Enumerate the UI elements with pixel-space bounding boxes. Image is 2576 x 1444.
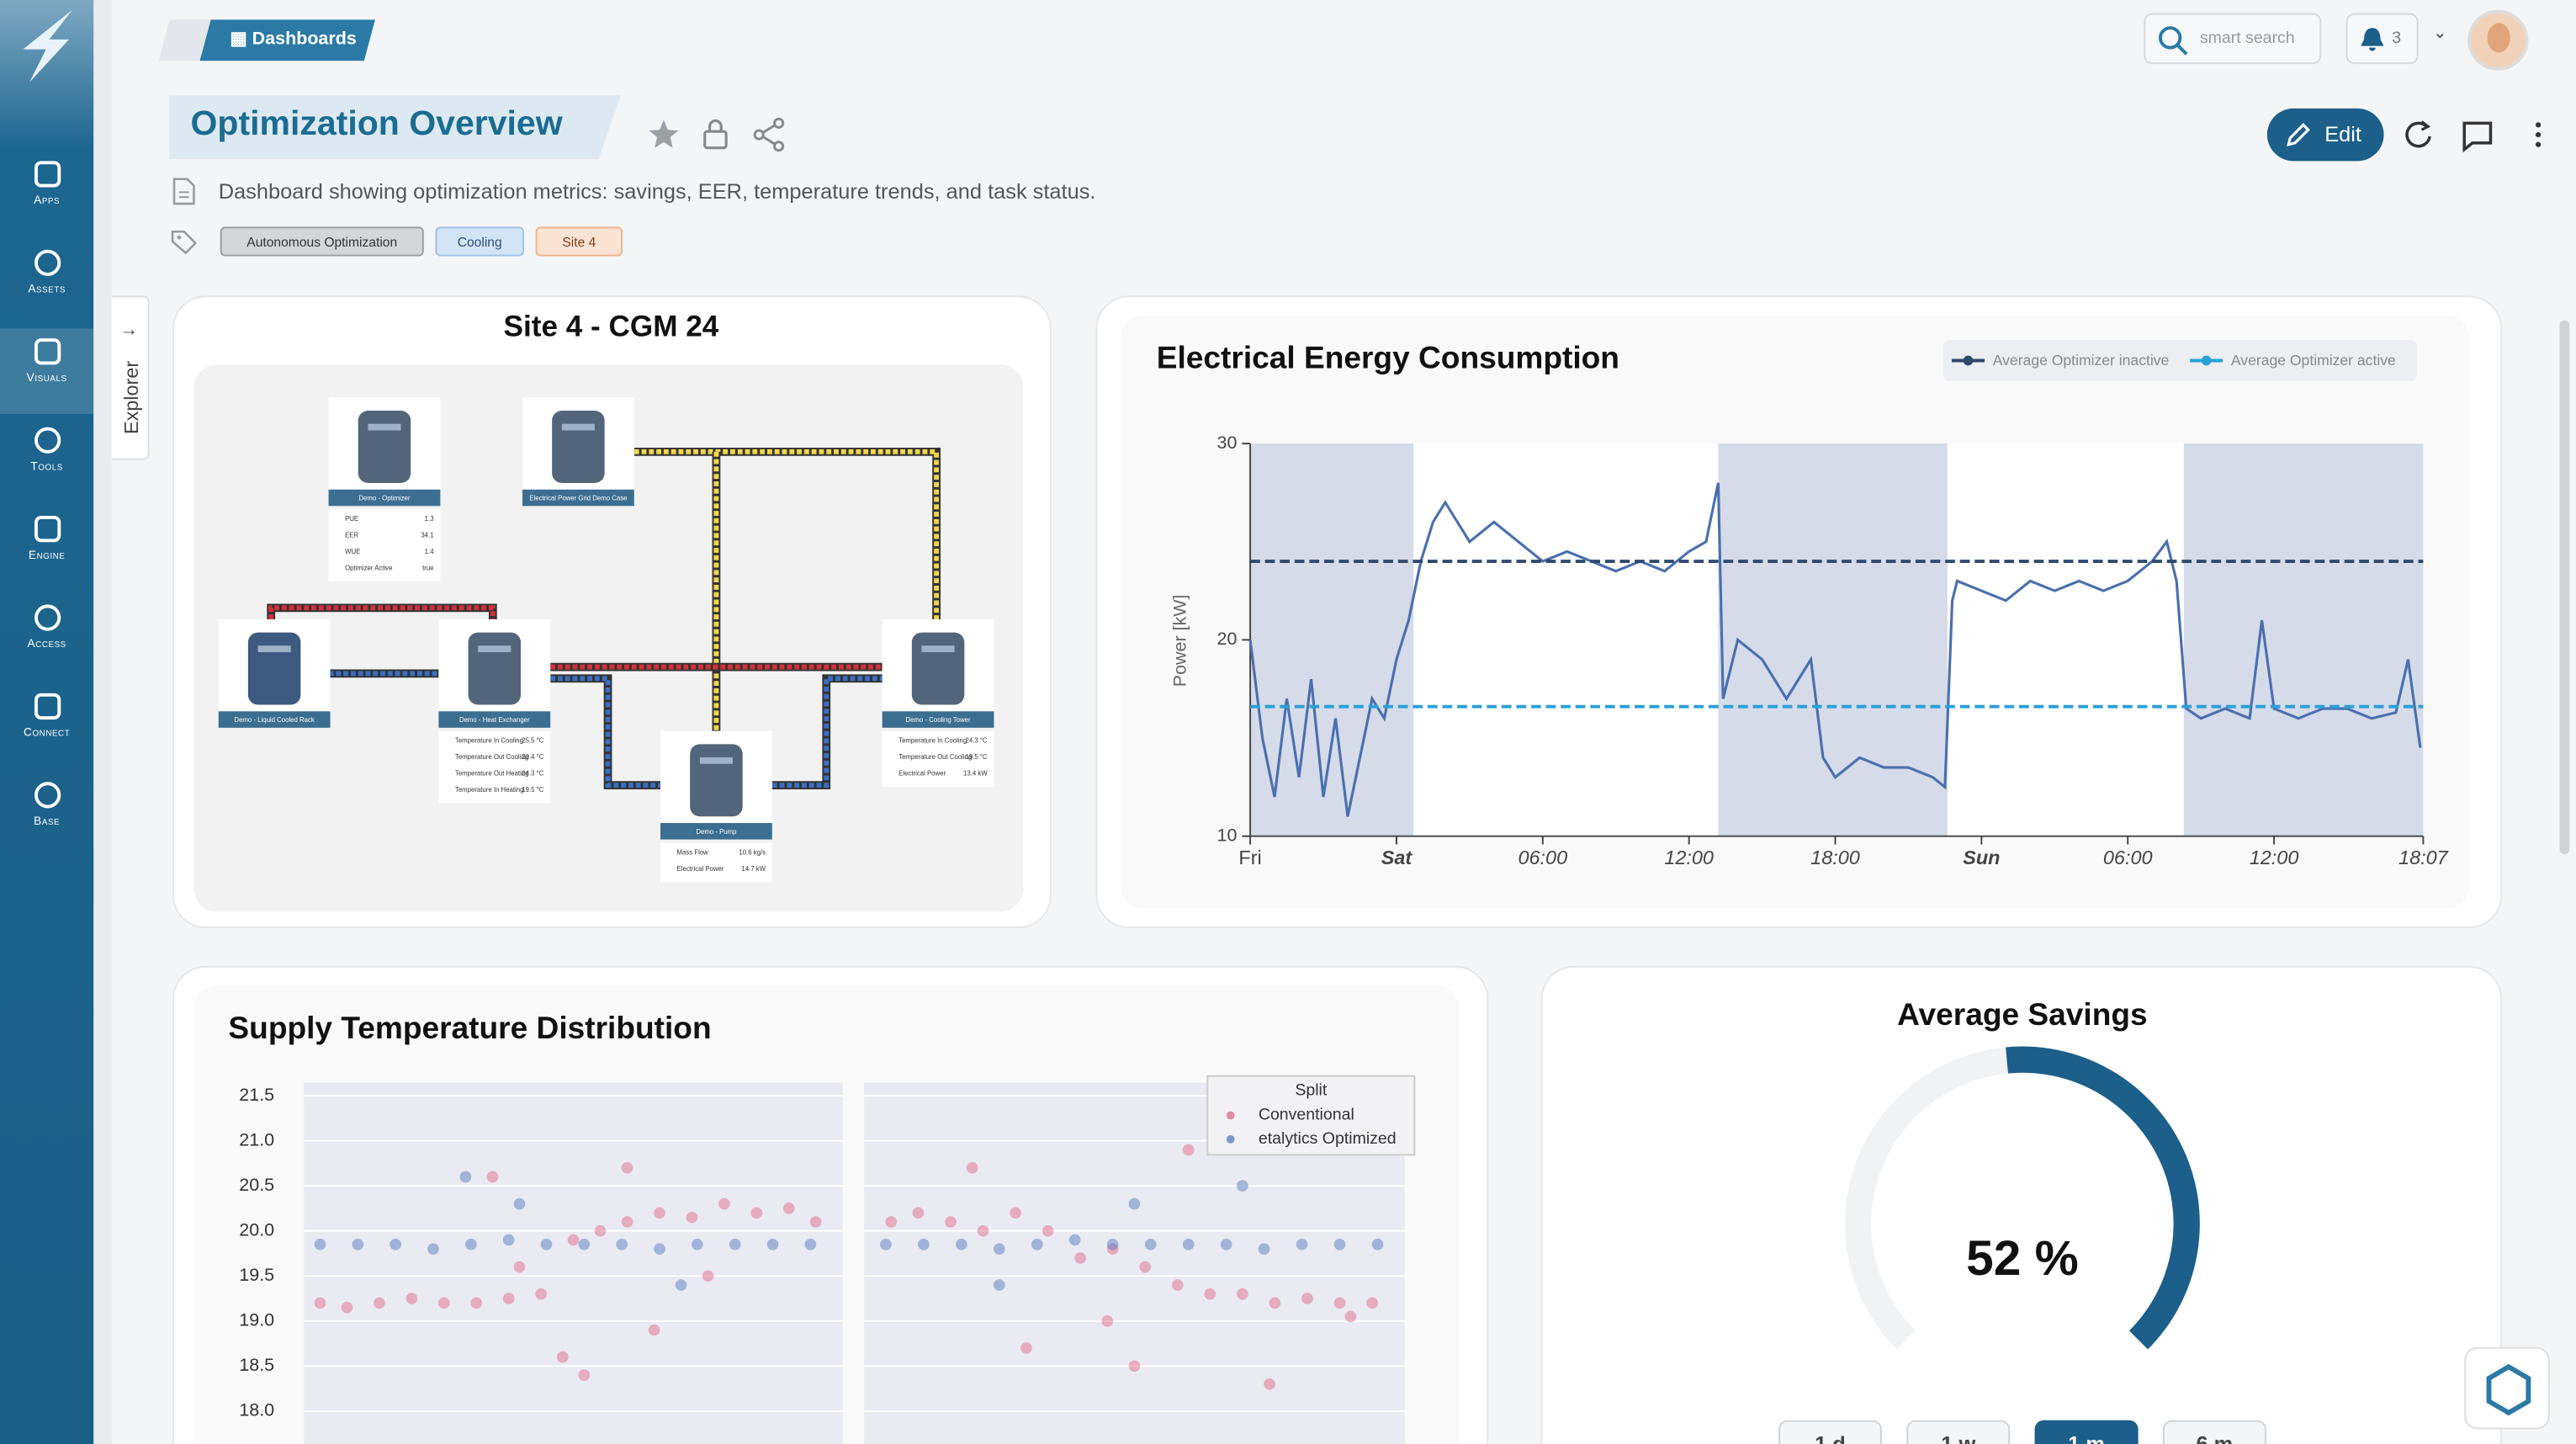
- tag[interactable]: Cooling: [435, 226, 524, 257]
- breadcrumb-text: Dashboards: [252, 29, 357, 50]
- sidebar-icon: [34, 693, 61, 720]
- sidebar-label: Connect: [24, 727, 71, 740]
- sidebar-label: Tools: [30, 461, 63, 474]
- edit-label: Edit: [2324, 121, 2361, 146]
- energy-panel: [1120, 315, 2470, 909]
- sidebar-label: Base: [34, 816, 61, 828]
- sidebar-icon: [34, 249, 61, 276]
- sidebar-item[interactable]: Assets: [0, 240, 93, 326]
- scatter-panel: [193, 985, 1460, 1444]
- tag-icon: [171, 230, 198, 255]
- sidebar-icon: [34, 338, 61, 365]
- sidebar-icon: [34, 161, 61, 188]
- assistant-button[interactable]: [2464, 1346, 2550, 1430]
- sidebar-icon: [34, 427, 61, 454]
- sidebar-item[interactable]: Apps: [0, 151, 93, 237]
- scrollbar[interactable]: [2559, 320, 2570, 855]
- sidebar-label: Engine: [28, 549, 66, 562]
- description-icon: [172, 178, 195, 205]
- search-placeholder: smart search: [2199, 29, 2295, 48]
- refresh-icon[interactable]: [2405, 121, 2431, 148]
- tag[interactable]: Autonomous Optimization: [220, 226, 424, 257]
- breadcrumb[interactable]: ▦ Dashboards: [230, 29, 357, 50]
- sidebar-icon: [34, 782, 61, 809]
- diagram-canvas: [193, 364, 1024, 912]
- sidebar-label: Assets: [28, 284, 66, 296]
- sidebar-item[interactable]: Tools: [0, 417, 93, 503]
- sidebar-item[interactable]: Base: [0, 772, 93, 858]
- savings-card: [1540, 965, 2503, 1444]
- sidebar: Apps Assets Visuals Tools Engine Access Connec…: [0, 0, 94, 1444]
- lock-icon[interactable]: [703, 130, 728, 150]
- sidebar-icon: [34, 604, 61, 631]
- explorer-label: Explorer: [119, 360, 143, 435]
- refresh-arrow: [2420, 120, 2431, 131]
- sidebar-label: Apps: [34, 195, 61, 207]
- share-icon[interactable]: [753, 117, 785, 152]
- title-tab: [169, 95, 622, 160]
- title-actions: [649, 117, 785, 152]
- sidebar-item[interactable]: Access: [0, 595, 93, 681]
- notifications-button[interactable]: 3: [2345, 13, 2419, 65]
- toolbar-icons: [2405, 120, 2542, 153]
- dropdown-caret[interactable]: ⌄: [2433, 24, 2447, 43]
- edit-button[interactable]: Edit: [2266, 108, 2384, 162]
- sidebar-item[interactable]: Visuals: [0, 328, 94, 414]
- dashboard-description: Dashboard showing optimization metrics: …: [218, 178, 1096, 204]
- pencil-icon: [2287, 123, 2310, 146]
- sidebar-label: Access: [27, 639, 66, 651]
- sidebar-icon: [34, 515, 61, 543]
- explorer-tab[interactable]: → Explorer: [111, 295, 150, 460]
- search-box[interactable]: smart search: [2144, 13, 2322, 65]
- star-icon[interactable]: [649, 119, 679, 148]
- more-icon[interactable]: [2535, 122, 2542, 147]
- sidebar-item[interactable]: Connect: [0, 683, 93, 769]
- logo: [23, 9, 72, 82]
- avatar-face: [2487, 23, 2510, 53]
- sidebar-label: Visuals: [26, 373, 67, 385]
- notification-count: 3: [2392, 29, 2402, 48]
- bell-icon: [2361, 28, 2384, 51]
- sidebar-item[interactable]: Engine: [0, 506, 93, 592]
- dashboard-title: Optimization Overview: [190, 104, 563, 143]
- assistant-icon: [2486, 1363, 2531, 1416]
- sidebar-edge: [93, 0, 112, 1444]
- avatar[interactable]: [2467, 9, 2529, 71]
- comment-icon[interactable]: [2462, 121, 2493, 153]
- explorer-arrow: →: [119, 320, 139, 341]
- tag[interactable]: Site 4: [535, 226, 623, 257]
- lock-shackle: [708, 119, 723, 132]
- search-icon: [2158, 26, 2188, 56]
